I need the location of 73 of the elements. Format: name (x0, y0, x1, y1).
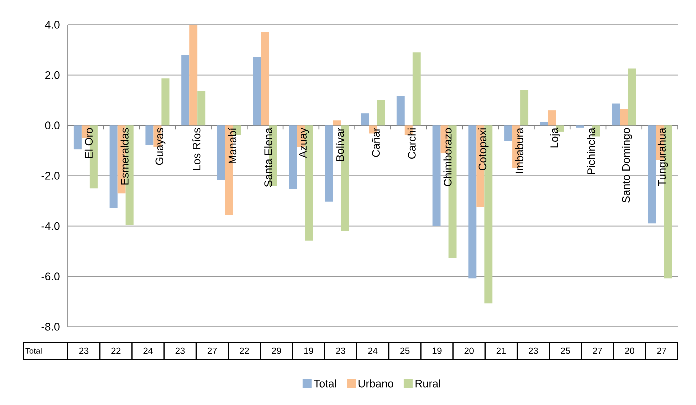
text: 25 (561, 348, 570, 354)
legend-label: Urbano (358, 380, 394, 388)
bar (198, 91, 206, 126)
bar (162, 78, 170, 126)
text: 29 (272, 348, 282, 354)
bar (333, 120, 342, 126)
legend-label: Total (314, 380, 336, 388)
text: 22 (112, 348, 121, 354)
y-tick-label: -8.0 (42, 323, 60, 331)
text: 25 (400, 348, 410, 354)
x-tick-label: Azuay (299, 128, 310, 158)
legend-label: Rural (416, 380, 440, 388)
bar (432, 126, 441, 226)
bar (74, 126, 82, 150)
x-tick-label: Bolívar (336, 128, 344, 162)
bar (628, 68, 636, 126)
x-tick-label: Los Ríos (192, 128, 201, 170)
text: 21 (496, 348, 506, 354)
bar (520, 90, 529, 126)
x-tick-label: Santa Elena (264, 128, 272, 188)
bar (253, 56, 262, 126)
bar (620, 109, 628, 126)
text: 23 (80, 348, 89, 354)
text: 27 (657, 348, 666, 354)
bar (110, 126, 118, 208)
bar (325, 126, 334, 202)
text: 19 (432, 348, 442, 354)
x-tick-label: Carchi (408, 128, 416, 159)
x-tick-label: Santo Domingo (622, 128, 632, 203)
text: 24 (144, 348, 153, 354)
text: 24 (368, 348, 378, 354)
text: 19 (304, 348, 314, 354)
text: 20 (625, 348, 634, 354)
bar (468, 126, 477, 279)
bar (182, 55, 190, 126)
bar (548, 110, 556, 126)
text: 23 (528, 348, 538, 354)
text: 20 (464, 348, 474, 354)
bar (540, 122, 548, 126)
x-tick-label: Manabí (228, 128, 237, 164)
text: 27 (208, 348, 218, 354)
x-tick-label: Pichincha (587, 128, 596, 174)
x-tick-label: Imbabura (516, 128, 524, 174)
bar (146, 126, 154, 146)
text: 27 (593, 348, 602, 354)
bar (289, 126, 298, 190)
text: 23 (176, 348, 185, 354)
text: 23 (336, 348, 346, 354)
y-tick-label: 2.0 (46, 71, 60, 80)
y-tick-label: -6.0 (42, 272, 60, 281)
bar (612, 104, 620, 126)
x-tick-label: Guayas (156, 128, 166, 166)
x-tick-label: Cañar (372, 128, 380, 158)
bar (261, 32, 270, 126)
x-tick-label: Loja (550, 128, 561, 148)
bar (504, 126, 513, 142)
bar (396, 96, 405, 126)
text: 22 (240, 348, 250, 354)
x-tick-label: Chimborazo (444, 128, 452, 186)
bar (648, 126, 656, 224)
x-tick-label: Tungurahua (658, 128, 668, 186)
bar (217, 126, 226, 180)
y-tick-label: 0.0 (45, 122, 60, 130)
bar (361, 114, 370, 126)
y-tick-label: -4.0 (42, 222, 60, 230)
bar (412, 52, 421, 126)
bar (190, 24, 198, 126)
x-tick-label: El Oro (84, 128, 93, 158)
x-tick-label: Cotopaxi (478, 128, 489, 171)
y-tick-label: -2.0 (42, 172, 60, 180)
x-tick-label: Esmeraldas (120, 128, 129, 185)
y-tick-label: 4.0 (45, 21, 60, 29)
bar (377, 100, 386, 126)
